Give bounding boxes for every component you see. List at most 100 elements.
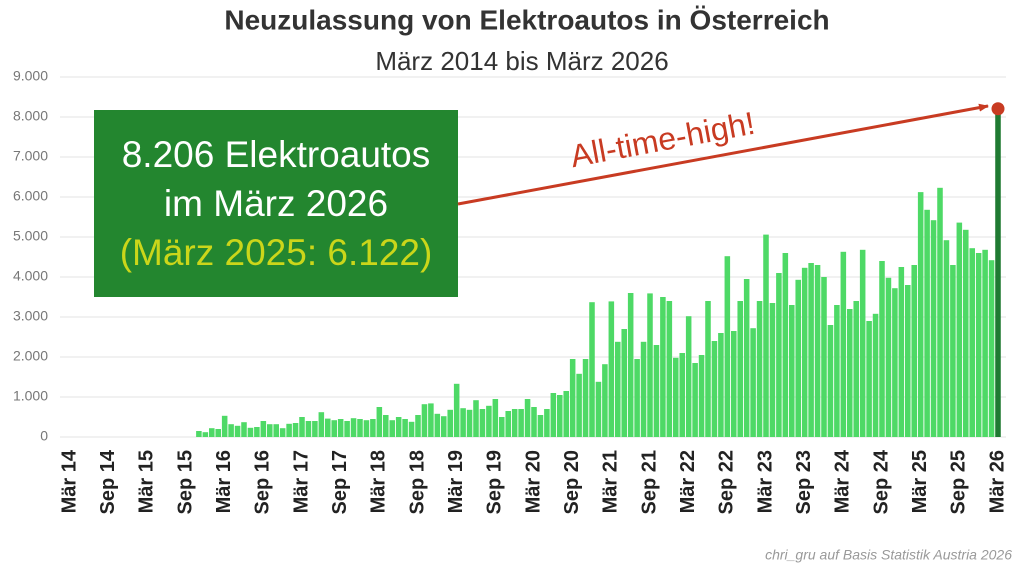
y-tick-label: 5.000 xyxy=(13,228,48,244)
bar xyxy=(563,391,569,437)
bar xyxy=(963,229,969,437)
bar xyxy=(408,421,415,437)
bar xyxy=(402,419,408,437)
bar xyxy=(698,355,705,437)
bar xyxy=(196,431,202,437)
y-tick-label: 3.000 xyxy=(13,308,48,324)
bar xyxy=(930,220,937,437)
bars xyxy=(196,108,1001,437)
bar xyxy=(853,301,859,437)
bar xyxy=(499,417,505,437)
x-tick-label: Sep 24 xyxy=(870,449,892,514)
bar xyxy=(892,288,898,437)
bar xyxy=(312,421,318,437)
bar xyxy=(421,404,428,437)
bar xyxy=(653,345,660,437)
bar xyxy=(453,383,460,437)
bar xyxy=(492,399,499,437)
bar xyxy=(595,381,602,437)
y-tick-label: 7.000 xyxy=(13,148,48,164)
bar xyxy=(441,416,447,437)
bar xyxy=(460,408,466,437)
y-tick-label: 8.000 xyxy=(13,108,48,124)
x-tick-label: Mär 18 xyxy=(368,450,390,513)
bar xyxy=(917,192,924,437)
bar xyxy=(640,341,647,437)
x-tick-label: Sep 22 xyxy=(716,450,738,514)
bar xyxy=(627,293,634,437)
bar xyxy=(666,301,673,437)
bar xyxy=(221,415,228,437)
annotation-arrow xyxy=(457,103,989,206)
bar xyxy=(743,279,750,437)
bar xyxy=(428,403,434,437)
bar xyxy=(486,405,492,437)
bar xyxy=(769,303,776,437)
bar xyxy=(202,432,209,437)
bar xyxy=(215,429,221,437)
bar xyxy=(905,285,911,437)
bar xyxy=(711,341,718,437)
bar xyxy=(872,313,879,437)
bar xyxy=(447,409,453,437)
bar xyxy=(370,419,376,437)
bar xyxy=(615,341,621,437)
bar xyxy=(756,301,763,437)
x-tick-label: Sep 23 xyxy=(793,450,815,514)
bar xyxy=(634,359,640,437)
bar xyxy=(279,428,286,437)
bar xyxy=(267,424,273,437)
bar xyxy=(782,253,789,437)
bar xyxy=(241,422,247,437)
bar xyxy=(937,187,943,437)
x-tick-label: Mär 17 xyxy=(290,450,312,513)
bar xyxy=(847,309,853,437)
bar xyxy=(685,316,692,437)
x-tick-label: Sep 14 xyxy=(97,449,119,514)
bar xyxy=(292,423,299,437)
bar xyxy=(776,273,782,437)
x-tick-label: Mär 14 xyxy=(58,449,80,513)
bar xyxy=(673,357,679,437)
bar xyxy=(821,277,827,437)
x-tick-label: Mär 20 xyxy=(522,450,544,513)
y-tick-label: 6.000 xyxy=(13,188,48,204)
y-tick-label: 9.000 xyxy=(13,68,48,84)
bar xyxy=(956,222,963,437)
bar xyxy=(969,248,975,437)
bar xyxy=(228,424,234,437)
bar xyxy=(795,279,801,437)
x-tick-label: Mär 24 xyxy=(832,449,854,513)
x-tick-label: Mär 23 xyxy=(754,450,776,513)
bar xyxy=(376,407,383,437)
x-tick-label: Sep 19 xyxy=(484,450,506,514)
bar xyxy=(557,395,563,437)
bar xyxy=(814,265,821,437)
bar xyxy=(518,409,524,437)
bar xyxy=(975,253,982,437)
bar xyxy=(305,421,312,437)
bar xyxy=(859,249,866,437)
bar xyxy=(943,240,950,437)
bar xyxy=(531,407,537,437)
bar xyxy=(234,425,241,437)
bar xyxy=(299,417,305,437)
bar xyxy=(879,261,885,437)
y-tick-label: 1.000 xyxy=(13,388,48,404)
bar xyxy=(898,267,905,437)
bar xyxy=(827,325,834,437)
bar xyxy=(582,359,589,437)
bar xyxy=(273,424,279,437)
peak-dot xyxy=(991,102,1005,116)
x-tick-label: Sep 15 xyxy=(174,450,196,514)
bar xyxy=(885,277,892,437)
bar xyxy=(389,420,395,437)
bar xyxy=(840,251,847,437)
bar xyxy=(801,267,808,437)
source: chri_gru auf Basis Statistik Austria 202… xyxy=(765,547,1012,563)
bar xyxy=(569,359,576,437)
bar xyxy=(434,413,441,437)
x-tick-label: Sep 25 xyxy=(948,450,970,514)
bar xyxy=(995,108,1001,437)
bar xyxy=(763,234,769,437)
